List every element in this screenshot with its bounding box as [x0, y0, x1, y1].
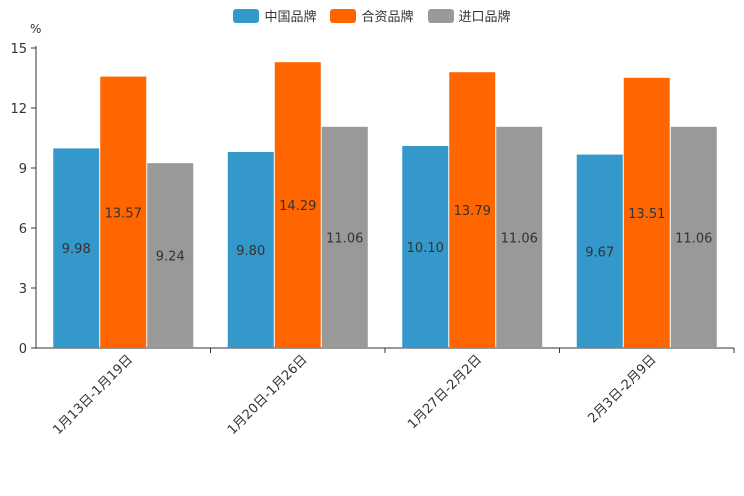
bar: [321, 126, 368, 348]
bar: [274, 62, 321, 348]
legend-label-imported: 进口品牌: [458, 10, 511, 25]
y-tick-label: 3: [19, 282, 27, 297]
x-tick-label: 2月3日-2月9日: [585, 352, 659, 426]
legend-label-joint-venture: 合资品牌: [361, 10, 414, 25]
x-tick-label: 1月27日-2月2日: [405, 352, 485, 432]
y-tick-label: 12: [10, 102, 27, 117]
bar: [576, 154, 623, 348]
bar: [496, 126, 543, 348]
bar-value-label: 14.29: [279, 199, 316, 214]
bar-value-label: 13.79: [454, 204, 491, 219]
legend-swatch-imported: [427, 8, 454, 23]
y-tick-label: 9: [19, 162, 27, 177]
y-tick-label: 15: [10, 42, 27, 57]
bar: [227, 152, 274, 348]
bar: [670, 126, 717, 348]
legend-swatch-joint-venture: [330, 8, 357, 23]
y-tick-label: 6: [19, 222, 27, 237]
bar-value-label: 11.06: [501, 231, 538, 246]
bar: [100, 76, 147, 348]
bar-value-label: 9.24: [156, 250, 185, 265]
x-tick-label: 1月13日-1月19日: [50, 352, 136, 438]
bar-value-label: 9.80: [236, 244, 265, 259]
y-tick-label: 0: [19, 342, 27, 357]
legend-item-imported[interactable]: 进口品牌: [427, 6, 511, 25]
bar: [402, 146, 449, 348]
bar: [147, 163, 194, 348]
bar-value-label: 10.10: [407, 241, 444, 256]
bar-value-label: 13.51: [628, 207, 665, 222]
legend-swatch-domestic: [233, 8, 260, 23]
x-tick-label: 1月20日-1月26日: [225, 352, 311, 438]
bar: [623, 77, 670, 349]
bar: [449, 72, 496, 348]
y-axis-unit: %: [30, 22, 42, 36]
legend-label-domestic: 中国品牌: [264, 10, 317, 25]
legend: 中国品牌 合资品牌 进口品牌: [0, 6, 744, 25]
legend-item-domestic[interactable]: 中国品牌: [233, 6, 316, 25]
bar-value-label: 13.57: [105, 206, 142, 221]
bar-value-label: 9.98: [62, 242, 91, 257]
bar-value-label: 11.06: [326, 231, 363, 246]
bar-value-label: 11.06: [675, 231, 712, 246]
bar-value-label: 9.67: [585, 245, 614, 260]
legend-item-joint-venture[interactable]: 合资品牌: [330, 6, 414, 25]
bar: [53, 148, 100, 348]
